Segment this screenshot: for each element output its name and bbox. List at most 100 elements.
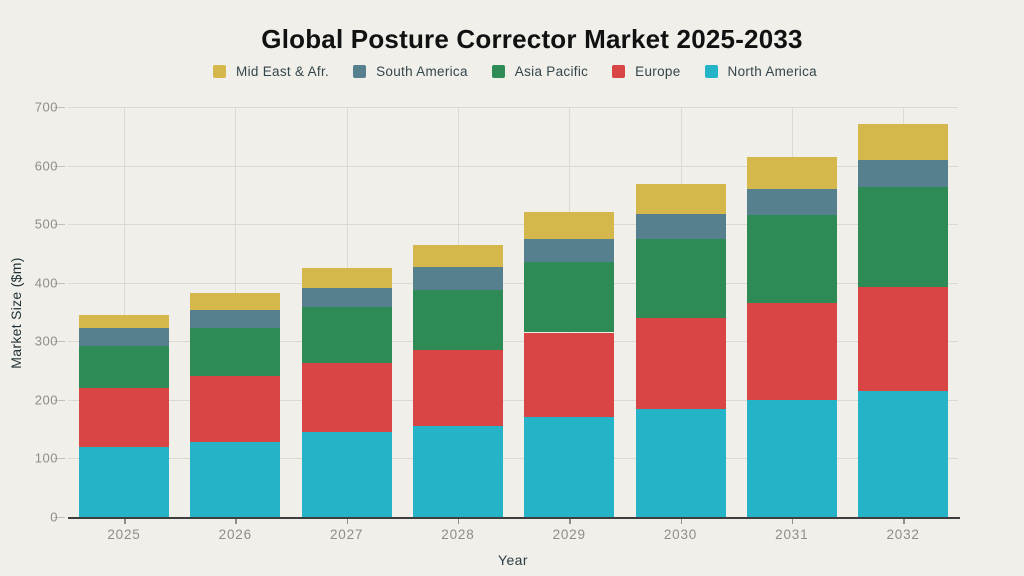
y-tick-300 <box>54 341 65 343</box>
y-tick-500 <box>54 224 65 226</box>
x-tick-2025 <box>124 519 126 524</box>
x-axis-title: Year <box>498 552 528 568</box>
bar-segment-2031-europe <box>746 303 837 400</box>
bar-segment-2025-mid-east-afr <box>79 314 169 329</box>
x-tick-2031 <box>791 519 794 524</box>
legend-item-mid-east-afr[interactable]: Mid East & Afr. <box>213 64 329 79</box>
y-tick-200 <box>54 399 65 401</box>
bar-segment-2025-europe <box>79 388 169 447</box>
x-tick-2027 <box>346 519 349 524</box>
x-tick-2028 <box>457 519 460 524</box>
bar-segment-2026-north-america <box>190 442 281 517</box>
bar-segment-2027-north-america <box>301 432 392 517</box>
bar-segment-2031-asia-pacific <box>746 215 837 304</box>
bar-segment-2027-mid-east-afr <box>301 268 392 288</box>
x-tick-label-2027: 2027 <box>329 527 364 542</box>
bar-segment-2027-europe <box>301 362 392 433</box>
bar-segment-2030-mid-east-afr <box>635 184 726 214</box>
y-tick-label-100: 100 <box>34 450 58 466</box>
y-tick-label-0: 0 <box>50 509 58 525</box>
legend-label-mid-east-afr: Mid East & Afr. <box>236 64 330 79</box>
h-gridline-100 <box>68 458 958 460</box>
bar-segment-2026-south-america <box>190 309 281 329</box>
bar-segment-2025-asia-pacific <box>79 345 169 389</box>
bar-segment-2031-mid-east-afr <box>746 156 837 189</box>
x-tick-label-2032: 2032 <box>886 527 920 542</box>
bar-segment-2032-mid-east-afr <box>858 123 949 161</box>
bar-segment-2029-europe <box>524 332 615 418</box>
bar-segment-2028-south-america <box>412 266 503 291</box>
x-tick-label-2028: 2028 <box>441 527 475 542</box>
x-tick-label-2025: 2025 <box>107 527 141 542</box>
y-tick-100 <box>54 458 65 460</box>
v-gridline-2025 <box>124 107 125 517</box>
x-tick-label-2029: 2029 <box>552 527 586 542</box>
legend: Mid East & Afr. South America Asia Pacific… <box>0 64 1024 79</box>
legend-swatch-north-america <box>704 65 718 78</box>
bar-segment-2031-north-america <box>746 399 837 517</box>
legend-label-north-america: North America <box>727 64 817 79</box>
h-gridline-300 <box>68 341 958 343</box>
bar-segment-2030-north-america <box>635 408 726 517</box>
legend-swatch-asia-pacific <box>491 65 505 78</box>
bar-segment-2027-south-america <box>301 287 392 308</box>
y-tick-label-500: 500 <box>34 216 58 232</box>
legend-label-europe: Europe <box>635 64 681 79</box>
legend-swatch-south-america <box>353 65 367 78</box>
y-tick-400 <box>54 282 65 284</box>
bar-segment-2032-asia-pacific <box>858 186 949 288</box>
y-tick-label-600: 600 <box>34 158 58 174</box>
y-tick-label-700: 700 <box>34 99 58 115</box>
bar-segment-2029-mid-east-afr <box>524 212 615 239</box>
bar-segment-2032-north-america <box>858 391 949 517</box>
x-tick-label-2030: 2030 <box>663 527 698 542</box>
bar-segment-2028-europe <box>412 350 503 427</box>
y-tick-label-400: 400 <box>34 275 58 291</box>
legend-label-asia-pacific: Asia Pacific <box>514 64 589 79</box>
y-tick-0 <box>54 517 65 518</box>
bar-segment-2027-asia-pacific <box>301 307 392 363</box>
legend-item-north-america[interactable]: North America <box>704 64 817 79</box>
legend-swatch-europe <box>612 65 626 78</box>
x-axis-line <box>68 517 960 519</box>
bar-segment-2028-north-america <box>412 426 503 517</box>
y-tick-700 <box>54 107 65 108</box>
bar-segment-2025-south-america <box>79 328 169 346</box>
bar-segment-2032-south-america <box>858 160 949 187</box>
x-tick-2029 <box>569 519 571 524</box>
h-gridline-400 <box>68 282 958 284</box>
bar-segment-2025-north-america <box>79 446 169 517</box>
x-tick-label-2031: 2031 <box>775 527 809 542</box>
x-tick-2026 <box>235 519 237 524</box>
bar-segment-2030-europe <box>635 317 726 409</box>
y-tick-label-300: 300 <box>34 333 58 349</box>
bar-segment-2030-south-america <box>635 213 726 239</box>
bar-segment-2026-mid-east-afr <box>190 293 281 310</box>
plot-area: 0 100 200 300 400 500 600 700 2025 2026 2027 2028 20… <box>35 100 960 542</box>
bar-segment-2026-asia-pacific <box>190 328 281 377</box>
bar-segment-2031-south-america <box>746 189 837 216</box>
legend-item-europe[interactable]: Europe <box>612 64 680 79</box>
bar-segment-2030-asia-pacific <box>635 238 726 318</box>
bar-segment-2026-europe <box>190 376 281 443</box>
h-gridline-600 <box>68 165 958 167</box>
legend-swatch-mid-east-afr <box>213 65 227 78</box>
x-tick-2030 <box>680 519 682 524</box>
h-gridline-500 <box>68 224 958 226</box>
x-tick-label-2026: 2026 <box>218 527 252 542</box>
h-gridline-700 <box>68 107 958 108</box>
y-tick-label-200: 200 <box>34 392 58 408</box>
x-tick-2032 <box>903 519 905 524</box>
chart-title: Global Posture Corrector Market 2025-203… <box>261 24 803 54</box>
bar-segment-2029-north-america <box>524 417 615 517</box>
bar-segment-2032-europe <box>858 287 949 392</box>
h-gridline-200 <box>68 399 958 401</box>
y-axis-title: Market Size ($m) <box>8 257 24 369</box>
y-tick-600 <box>54 165 65 167</box>
legend-item-asia-pacific[interactable]: Asia Pacific <box>491 64 589 79</box>
bar-segment-2029-asia-pacific <box>524 262 615 333</box>
legend-item-south-america[interactable]: South America <box>353 64 468 79</box>
bar-segment-2029-south-america <box>524 238 615 263</box>
legend-label-south-america: South America <box>376 64 468 79</box>
